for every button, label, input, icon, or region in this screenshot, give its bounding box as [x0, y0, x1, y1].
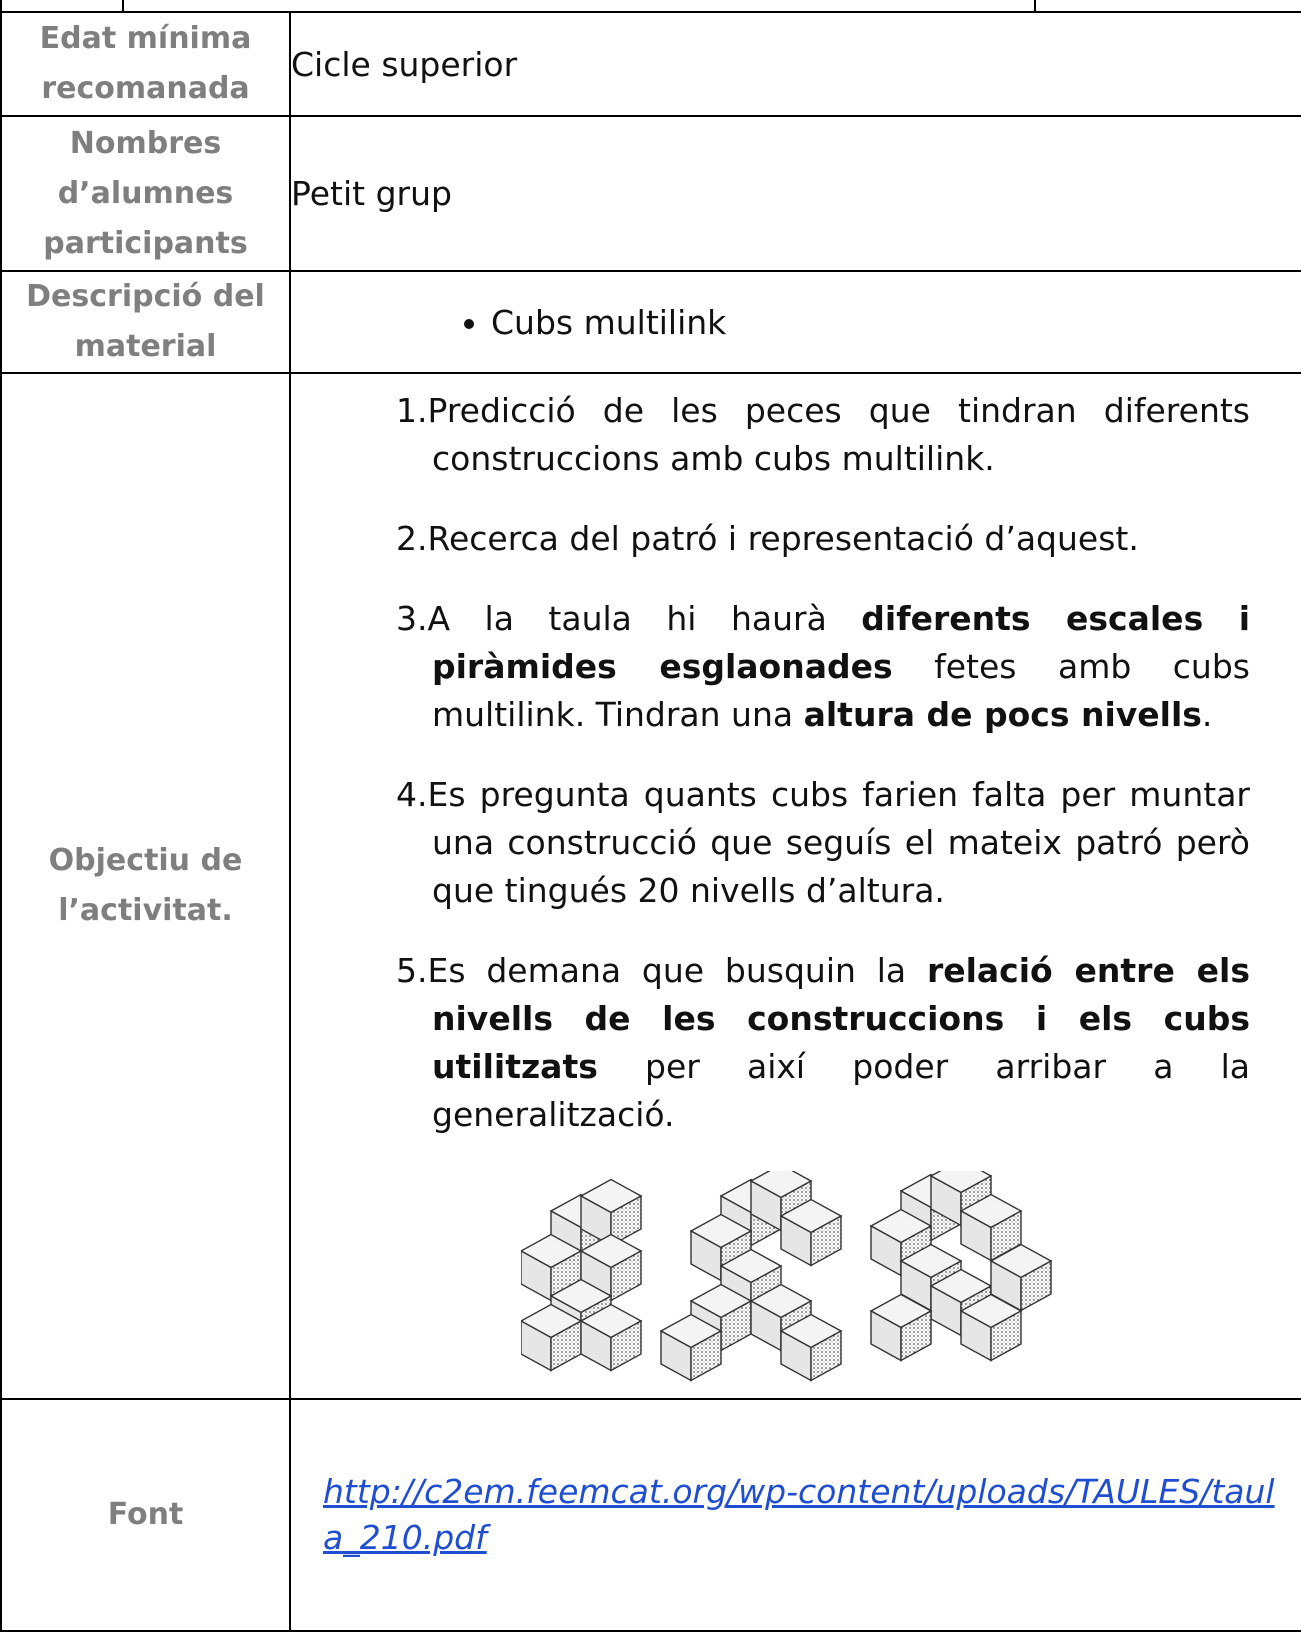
activity-table: Edat mínima recomanada Cicle superior No… — [0, 11, 1301, 1632]
cubes-illustration — [521, 1170, 1053, 1382]
source-link[interactable]: http://c2em.feemcat.org/wp-content/uploa… — [323, 1472, 1275, 1557]
cube-face — [610, 1319, 642, 1372]
text: . — [1201, 694, 1213, 734]
item-number: 5. — [396, 950, 428, 990]
item-number: 1. — [396, 390, 428, 430]
row-label: Descripció del material — [0, 270, 291, 374]
row-label: Edat mínima recomanada — [0, 11, 291, 117]
row-label: Objectiu de l’activitat. — [0, 372, 291, 1400]
row-value: 1.Predicció de les peces que tindran dif… — [289, 372, 1301, 1400]
objective-item: 3.A la taula hi haurà diferents escales … — [396, 595, 1250, 739]
cube-face — [810, 1329, 842, 1382]
row: Font http://c2em.feemcat.org/wp-content/… — [0, 1398, 1301, 1632]
row-value: Cubs multilink — [289, 270, 1301, 374]
row-label: Font — [0, 1398, 291, 1632]
cube-face — [810, 1214, 842, 1267]
bold-text: altura de pocs nivells — [803, 694, 1202, 734]
border — [1034, 0, 1036, 12]
objective-list: 1.Predicció de les peces que tindran dif… — [291, 387, 1301, 1139]
bullet-item: Cubs multilink — [491, 303, 1301, 342]
objective-item: 4.Es pregunta quants cubs farien falta p… — [396, 771, 1250, 915]
cube-face — [610, 1249, 642, 1302]
bold-text: diferents escales i piràmides esglaonade… — [432, 598, 1251, 686]
objective-item: 2.Recerca del patró i representació d’aq… — [396, 515, 1250, 563]
bullet-list: Cubs multilink — [291, 303, 1301, 342]
row: Nombres d’alumnes participants Petit gru… — [0, 115, 1301, 272]
cube-face — [690, 1329, 722, 1382]
row: Objectiu de l’activitat. 1.Predicció de … — [0, 372, 1301, 1400]
row-value: Petit grup — [289, 115, 1301, 272]
cube-face — [900, 1309, 932, 1362]
border — [122, 0, 124, 12]
text: fetes amb cubs multilink. Tindran una — [432, 646, 1250, 734]
previous-row-edge — [0, 0, 1301, 12]
objective-item: 5.Es demana que busquin la relació entre… — [396, 947, 1250, 1139]
row-value: http://c2em.feemcat.org/wp-content/uploa… — [289, 1398, 1301, 1632]
item-number: 3. — [396, 598, 428, 638]
text: Recerca del patró i representació d’aque… — [427, 518, 1139, 558]
row: Descripció del material Cubs multilink — [0, 270, 1301, 374]
row-label: Nombres d’alumnes participants — [0, 115, 291, 272]
item-number: 4. — [396, 774, 428, 814]
item-number: 2. — [396, 518, 428, 558]
bold-text: relació entre els nivells de les constru… — [432, 950, 1250, 1086]
cube-face — [990, 1309, 1022, 1362]
row: Edat mínima recomanada Cicle superior — [0, 11, 1301, 117]
text: Predicció de les peces que tindran difer… — [427, 390, 1251, 478]
cube-face — [1020, 1259, 1052, 1312]
text: A la taula hi haurà — [427, 598, 862, 638]
text: per així poder arribar a la generalitzac… — [432, 1046, 1250, 1134]
text: Es demana que busquin la — [427, 950, 927, 990]
objective-item: 1.Predicció de les peces que tindran dif… — [396, 387, 1250, 483]
border — [0, 0, 2, 12]
text: Es pregunta quants cubs farien falta per… — [427, 774, 1251, 910]
row-value: Cicle superior — [289, 11, 1301, 117]
